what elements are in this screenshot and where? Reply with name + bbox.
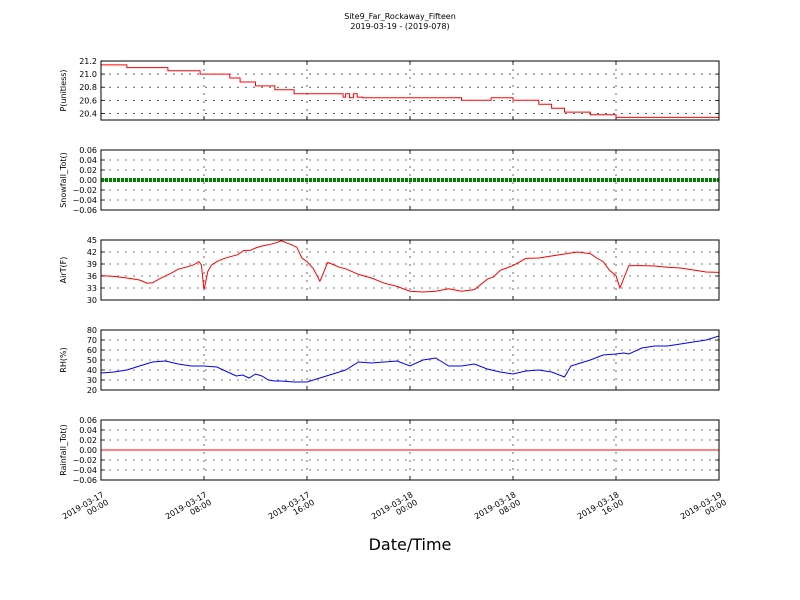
y-axis-label: RH(%): [59, 347, 68, 372]
y-tick-label: 0.00: [79, 446, 97, 455]
panel-frame: [100, 149, 720, 211]
y-tick-label: 70: [87, 336, 97, 345]
x-tick-label: 2019-03-1700:00: [61, 490, 110, 529]
y-tick-label: 0.06: [79, 416, 97, 425]
figure-subtitle: 2019-03-19 - (2019-078): [350, 22, 449, 31]
x-axis-tick-labels: 2019-03-1700:00 2019-03-1708:00 2019-03-17…: [61, 490, 728, 529]
x-tick-label: 2019-03-1708:00: [164, 490, 213, 529]
y-tick-label: 0.04: [79, 156, 97, 165]
y-tick-label: 20.4: [79, 109, 97, 118]
x-tick-label: 2019-03-1816:00: [576, 490, 625, 529]
series-line: [101, 240, 719, 293]
panel-1: 21.2 21.0 20.8 20.6 20.4 P(unitless): [59, 57, 720, 121]
panel-5: 0.060.040.020.00−0.02−0.04−0.06 Rainfall_…: [59, 416, 720, 485]
y-tick-label: −0.02: [72, 186, 97, 195]
y-tick-label: 0.06: [79, 146, 97, 155]
y-axis-label: P(unitless): [59, 69, 68, 111]
y-axis-label: Rainfall_Tot(): [59, 424, 68, 476]
panel-frame: [100, 329, 720, 391]
y-tick-label: 20: [87, 386, 97, 395]
y-tick-label: 0.02: [79, 166, 97, 175]
x-tick-label: 2019-03-1900:00: [679, 490, 728, 529]
y-axis-label: Snowfall_Tot(): [59, 152, 68, 208]
y-tick-label: 21.0: [79, 70, 97, 79]
x-tick-label: 2019-03-1716:00: [267, 490, 316, 529]
panel-frame: [100, 60, 720, 121]
y-tick-label: 80: [87, 326, 97, 335]
x-tick-label: 2019-03-1800:00: [370, 490, 419, 529]
x-tick-label: 2019-03-1808:00: [473, 490, 522, 529]
y-tick-label: 30: [87, 376, 97, 385]
series-line: [101, 64, 719, 118]
series-line: [101, 335, 719, 383]
y-tick-label: 60: [87, 346, 97, 355]
y-axis-label: AirT(F): [59, 257, 68, 284]
y-tick-label: 0.00: [79, 176, 97, 185]
figure-title: Site9_Far_Rockaway_Fifteen: [344, 12, 456, 21]
y-tick-label: 42: [87, 248, 97, 257]
y-tick-label: −0.04: [72, 196, 97, 205]
panel-2: 0.060.040.020.00−0.02−0.04−0.06 Snowfall_…: [59, 146, 720, 215]
y-tick-label: −0.06: [72, 206, 97, 215]
y-tick-label: 21.2: [79, 57, 97, 66]
x-axis-label: Date/Time: [369, 535, 452, 554]
panel-frame: [100, 239, 720, 301]
y-tick-label: 20.6: [79, 96, 97, 105]
y-tick-label: 30: [87, 296, 97, 305]
panel-frame: [100, 419, 720, 481]
y-tick-label: −0.04: [72, 466, 97, 475]
y-tick-label: 0.02: [79, 436, 97, 445]
y-tick-label: 36: [87, 272, 97, 281]
y-tick-label: 40: [87, 366, 97, 375]
y-tick-label: 20.8: [79, 83, 97, 92]
y-tick-label: 33: [87, 284, 97, 293]
y-tick-label: 0.04: [79, 426, 97, 435]
chart-panels: 21.221.020.820.620.4P(unitless)0.060.040…: [59, 57, 720, 485]
y-tick-label: 50: [87, 356, 97, 365]
panel-3: 45 42 39 36 33 30 AirT(F): [59, 236, 720, 305]
y-tick-label: 45: [87, 236, 97, 245]
y-tick-label: −0.06: [72, 476, 97, 485]
y-tick-label: −0.02: [72, 456, 97, 465]
y-tick-label: 39: [87, 260, 97, 269]
